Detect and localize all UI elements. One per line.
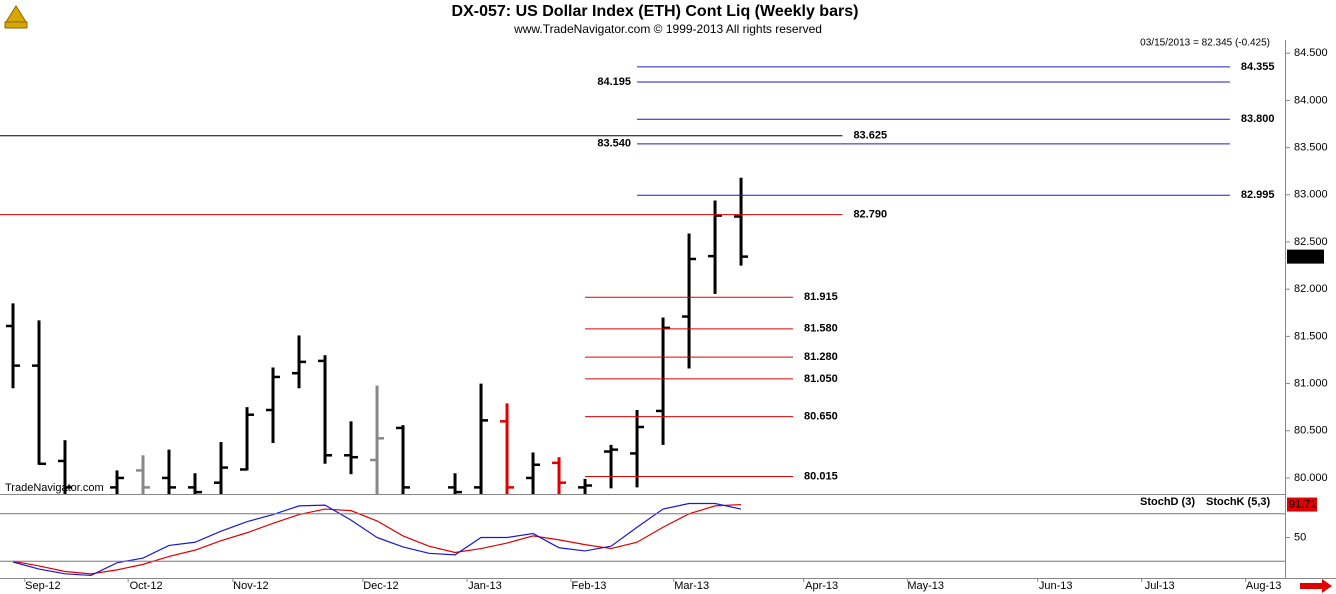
level-label: 81.280 xyxy=(804,351,838,363)
level-label: 80.650 xyxy=(804,411,838,423)
x-tick-label: Jul-13 xyxy=(1145,580,1175,592)
y-tick-label: 83.000 xyxy=(1294,189,1328,201)
price-panel xyxy=(6,177,749,494)
y-tick-label: 81.500 xyxy=(1294,330,1328,342)
last-stoch-box xyxy=(1287,497,1317,512)
y-tick-label: 84.500 xyxy=(1294,47,1328,59)
x-tick-label: Sep-12 xyxy=(25,580,60,592)
level-label: 83.800 xyxy=(1241,113,1275,125)
x-tick-label: Nov-12 xyxy=(233,580,268,592)
level-label: 84.355 xyxy=(1241,61,1275,73)
y-tick-label: 84.000 xyxy=(1294,94,1328,106)
last-quote: 03/15/2013 = 82.345 (-0.425) xyxy=(1140,38,1270,49)
stoch-line xyxy=(12,503,742,575)
x-tick-label: May-13 xyxy=(907,580,944,592)
level-label: 82.790 xyxy=(853,209,887,221)
scroll-arrow[interactable] xyxy=(1300,579,1332,593)
level-label: 84.195 xyxy=(597,76,631,88)
y-tick-label: 83.500 xyxy=(1294,142,1328,154)
x-tick-label: Apr-13 xyxy=(805,580,838,592)
y-tick-label: 80.000 xyxy=(1294,472,1328,484)
legend-entry: StochK (5,3) xyxy=(1206,496,1271,508)
stoch-line xyxy=(12,502,742,577)
level-label: 82.995 xyxy=(1241,189,1275,201)
y-tick-label: 80.500 xyxy=(1294,425,1328,437)
logo xyxy=(4,5,28,29)
y-tick-label: 50 xyxy=(1294,531,1306,543)
y-tick-label: 82.500 xyxy=(1294,236,1328,248)
level-label: 81.915 xyxy=(804,291,838,303)
level-label: 83.540 xyxy=(597,138,631,150)
watermark: TradeNavigator.com xyxy=(5,482,104,494)
x-tick-label: Aug-13 xyxy=(1246,580,1281,592)
x-tick-label: Jan-13 xyxy=(468,580,502,592)
last-stoch: 91.71 xyxy=(1289,498,1317,510)
level-label: 83.625 xyxy=(853,130,887,142)
y-tick-label: 82.000 xyxy=(1294,283,1328,295)
level-label: 81.580 xyxy=(804,323,838,335)
subtitle: www.TradeNavigator.com © 1999-2013 All r… xyxy=(513,22,822,36)
x-tick-label: Mar-13 xyxy=(674,580,709,592)
level-label: 81.050 xyxy=(804,373,838,385)
x-tick-label: Oct-12 xyxy=(130,580,163,592)
stoch-panel xyxy=(12,502,742,577)
level-label: 80.015 xyxy=(804,470,838,482)
y-tick-label: 81.000 xyxy=(1294,377,1328,389)
legend-entry: StochD (3) xyxy=(1140,496,1195,508)
x-tick-label: Jun-13 xyxy=(1039,580,1073,592)
x-tick-label: Feb-13 xyxy=(572,580,607,592)
last-price-box xyxy=(1287,249,1324,264)
last-price: 82.345 xyxy=(1290,251,1324,263)
chart-title: DX-057: US Dollar Index (ETH) Cont Liq (… xyxy=(452,3,859,20)
x-tick-label: Dec-12 xyxy=(363,580,398,592)
